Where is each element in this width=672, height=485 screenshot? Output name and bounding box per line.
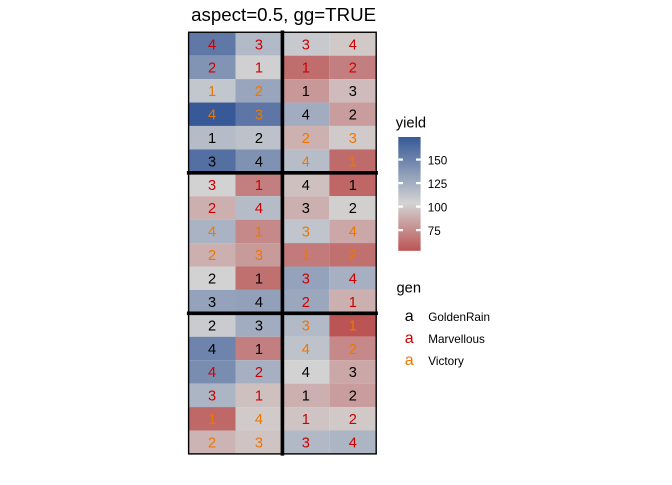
svg-text:3: 3 (255, 108, 263, 124)
svg-text:2: 2 (208, 318, 216, 334)
svg-text:4: 4 (255, 295, 263, 311)
svg-text:4: 4 (208, 365, 216, 381)
svg-text:2: 2 (349, 108, 357, 124)
svg-text:2: 2 (208, 435, 216, 451)
svg-text:2: 2 (349, 342, 357, 358)
svg-text:GoldenRain: GoldenRain (428, 311, 490, 324)
svg-text:1: 1 (349, 154, 357, 170)
svg-text:yield: yield (396, 116, 426, 132)
svg-text:150: 150 (428, 154, 448, 167)
svg-text:3: 3 (302, 37, 310, 53)
svg-text:4: 4 (349, 37, 357, 53)
svg-text:4: 4 (208, 37, 216, 53)
svg-text:4: 4 (349, 272, 357, 288)
svg-text:gen: gen (397, 281, 422, 297)
svg-text:1: 1 (208, 131, 216, 147)
svg-text:a: a (405, 352, 414, 369)
svg-text:1: 1 (349, 318, 357, 334)
svg-text:1: 1 (349, 178, 357, 194)
svg-text:Marvellous: Marvellous (428, 333, 485, 346)
svg-text:4: 4 (349, 435, 357, 451)
svg-text:3: 3 (302, 272, 310, 288)
svg-text:4: 4 (208, 342, 216, 358)
svg-text:4: 4 (208, 108, 216, 124)
svg-text:3: 3 (208, 295, 216, 311)
svg-text:1: 1 (302, 412, 310, 428)
svg-text:3: 3 (255, 248, 263, 264)
svg-text:125: 125 (428, 178, 448, 191)
svg-text:3: 3 (255, 435, 263, 451)
svg-text:2: 2 (349, 248, 357, 264)
svg-text:a: a (405, 308, 414, 325)
svg-text:4: 4 (302, 108, 310, 124)
svg-text:4: 4 (302, 154, 310, 170)
svg-text:3: 3 (349, 131, 357, 147)
svg-text:2: 2 (208, 201, 216, 217)
svg-text:4: 4 (255, 154, 263, 170)
svg-text:4: 4 (255, 201, 263, 217)
svg-text:2: 2 (255, 131, 263, 147)
svg-text:3: 3 (302, 201, 310, 217)
svg-text:1: 1 (208, 84, 216, 100)
svg-text:3: 3 (302, 318, 310, 334)
svg-text:100: 100 (428, 201, 448, 214)
svg-text:75: 75 (428, 225, 442, 238)
svg-text:4: 4 (302, 178, 310, 194)
svg-text:3: 3 (255, 37, 263, 53)
svg-text:1: 1 (255, 61, 263, 77)
svg-text:1: 1 (255, 225, 263, 241)
svg-text:1: 1 (349, 295, 357, 311)
svg-text:2: 2 (208, 272, 216, 288)
svg-text:1: 1 (255, 389, 263, 405)
svg-text:1: 1 (302, 248, 310, 264)
svg-text:1: 1 (302, 84, 310, 100)
svg-text:2: 2 (349, 61, 357, 77)
svg-text:4: 4 (255, 412, 263, 428)
svg-text:3: 3 (208, 389, 216, 405)
svg-text:2: 2 (208, 248, 216, 264)
svg-text:2: 2 (349, 412, 357, 428)
svg-text:1: 1 (302, 389, 310, 405)
svg-text:4: 4 (302, 365, 310, 381)
svg-text:4: 4 (302, 342, 310, 358)
svg-text:3: 3 (302, 435, 310, 451)
svg-text:4: 4 (208, 225, 216, 241)
svg-text:Victory: Victory (428, 355, 464, 368)
svg-text:2: 2 (302, 295, 310, 311)
svg-text:a: a (405, 330, 414, 347)
svg-text:3: 3 (255, 318, 263, 334)
svg-text:2: 2 (349, 389, 357, 405)
svg-text:1: 1 (255, 272, 263, 288)
svg-text:1: 1 (255, 342, 263, 358)
svg-text:1: 1 (255, 178, 263, 194)
svg-text:2: 2 (208, 61, 216, 77)
svg-text:3: 3 (302, 225, 310, 241)
svg-text:4: 4 (349, 225, 357, 241)
svg-text:2: 2 (302, 131, 310, 147)
svg-text:3: 3 (349, 84, 357, 100)
svg-text:2: 2 (255, 365, 263, 381)
svg-text:2: 2 (349, 201, 357, 217)
svg-text:1: 1 (302, 61, 310, 77)
svg-text:2: 2 (255, 84, 263, 100)
svg-text:3: 3 (208, 154, 216, 170)
svg-text:3: 3 (349, 365, 357, 381)
svg-text:aspect=0.5, gg=TRUE: aspect=0.5, gg=TRUE (191, 4, 376, 25)
svg-text:1: 1 (208, 412, 216, 428)
svg-text:3: 3 (208, 178, 216, 194)
